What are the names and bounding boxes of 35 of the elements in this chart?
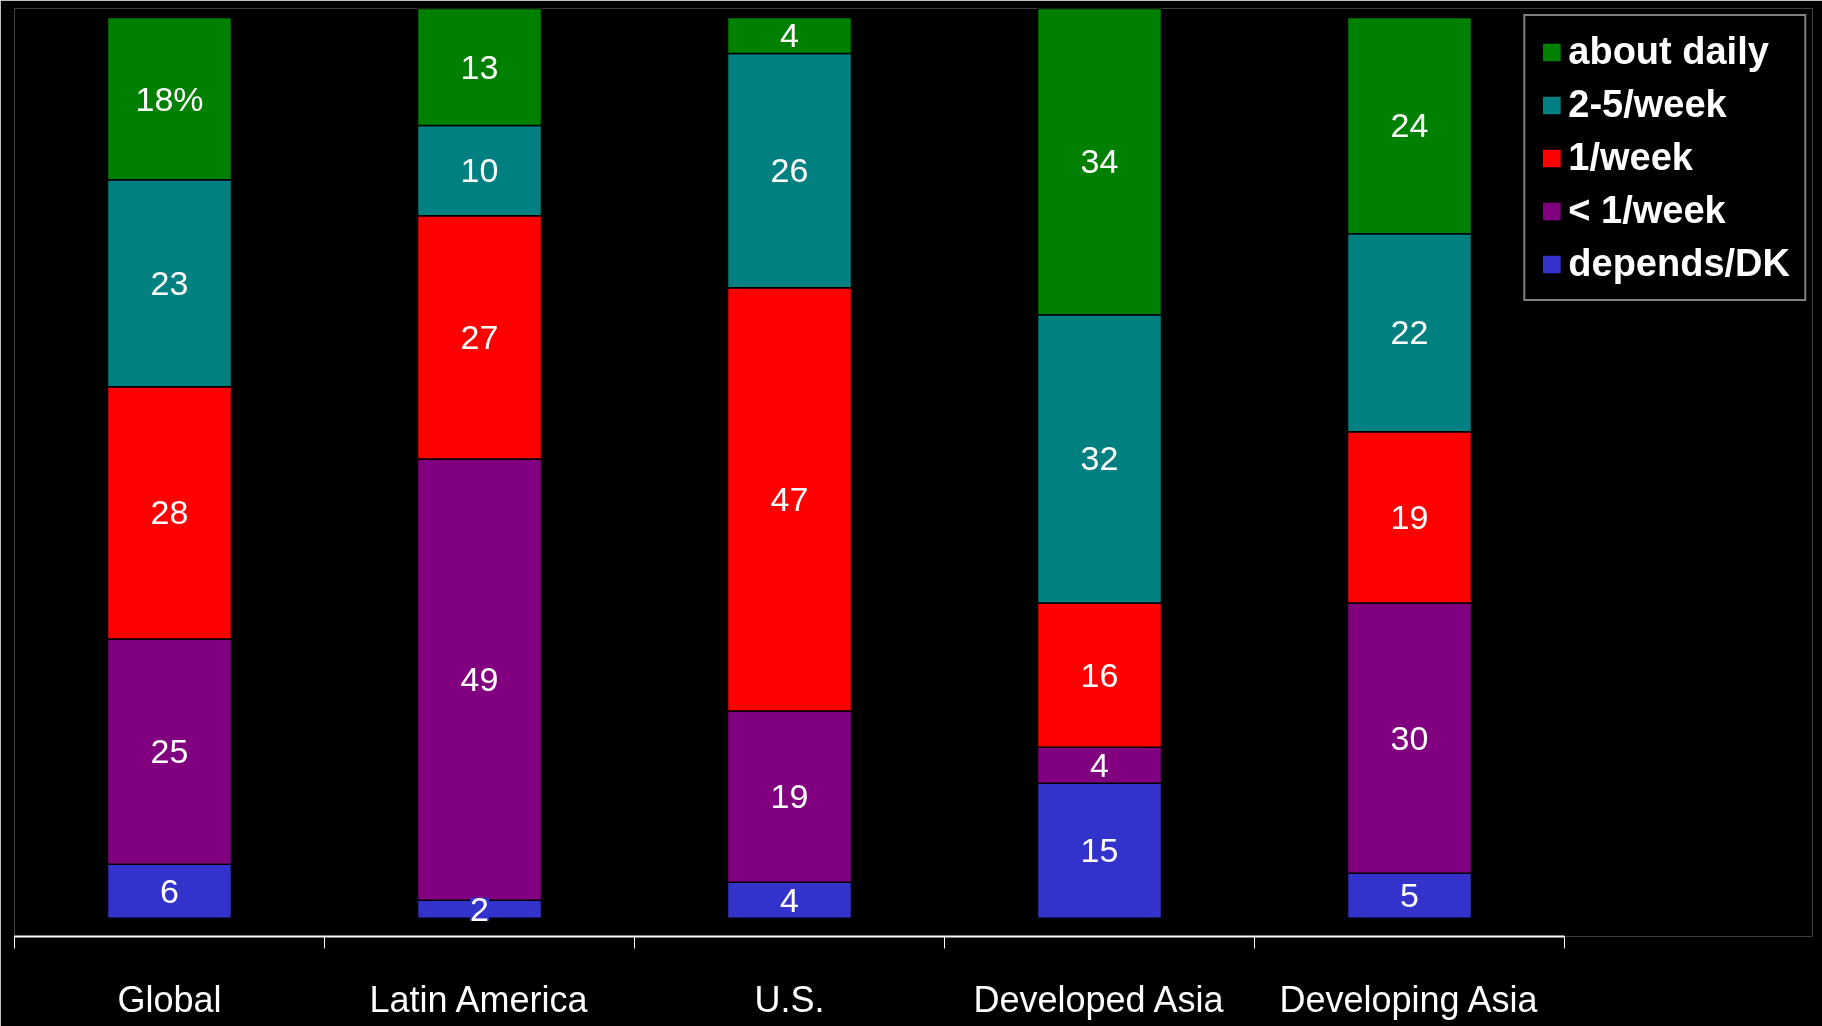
data-label: 10	[460, 151, 499, 190]
x-tick-label: Developed Asia	[973, 978, 1225, 1020]
legend-label: < 1/week	[1568, 189, 1726, 232]
x-tick-label: Latin America	[369, 978, 589, 1020]
data-label: 16	[1080, 655, 1119, 694]
data-label: 30	[1390, 718, 1429, 757]
legend-label: about daily	[1568, 30, 1769, 73]
data-label: 19	[1390, 497, 1429, 536]
data-label: 6	[160, 871, 179, 910]
data-label: 28	[150, 493, 189, 532]
data-label: 2	[470, 889, 489, 928]
data-label: 15	[1080, 831, 1119, 870]
data-label: 4	[1090, 745, 1109, 784]
legend-label: 2-5/week	[1568, 83, 1727, 126]
data-label: 13	[460, 47, 499, 86]
data-label: 4	[780, 16, 799, 55]
data-label: 22	[1390, 313, 1429, 352]
data-label: 18%	[135, 79, 204, 118]
data-label: 34	[1080, 142, 1119, 181]
data-label: 19	[770, 777, 809, 816]
legend-label: depends/DK	[1568, 242, 1790, 285]
data-label: 25	[150, 732, 189, 771]
legend-label: 1/week	[1568, 136, 1693, 179]
data-label: 24	[1390, 106, 1429, 145]
data-label: 32	[1080, 439, 1119, 478]
data-label: 49	[460, 660, 499, 699]
x-tick-label: U.S.	[754, 978, 825, 1020]
data-label: 27	[460, 317, 499, 356]
x-tick-label: Developing Asia	[1279, 978, 1539, 1020]
x-tick-label: Global	[117, 978, 222, 1020]
data-label: 23	[150, 263, 189, 302]
data-label: 26	[770, 151, 809, 190]
data-label: 47	[770, 479, 809, 518]
data-label: 4	[780, 880, 799, 919]
data-label: 5	[1400, 876, 1419, 915]
